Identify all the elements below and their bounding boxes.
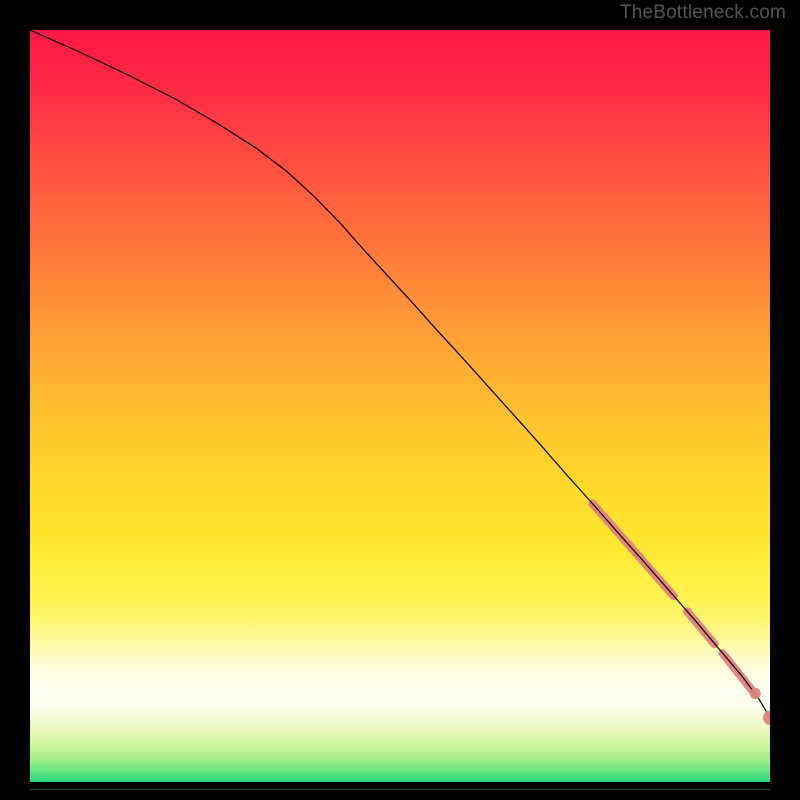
- chart-frame: TheBottleneck.com: [0, 0, 800, 800]
- watermark-label: TheBottleneck.com: [620, 2, 786, 24]
- curve-layer: [30, 30, 770, 790]
- bottleneck-curve: [30, 30, 770, 718]
- curve-marker-dot: [750, 688, 761, 699]
- curve-markers: [750, 688, 770, 725]
- plot-area: [30, 30, 770, 790]
- curve-marker-dot: [763, 711, 770, 725]
